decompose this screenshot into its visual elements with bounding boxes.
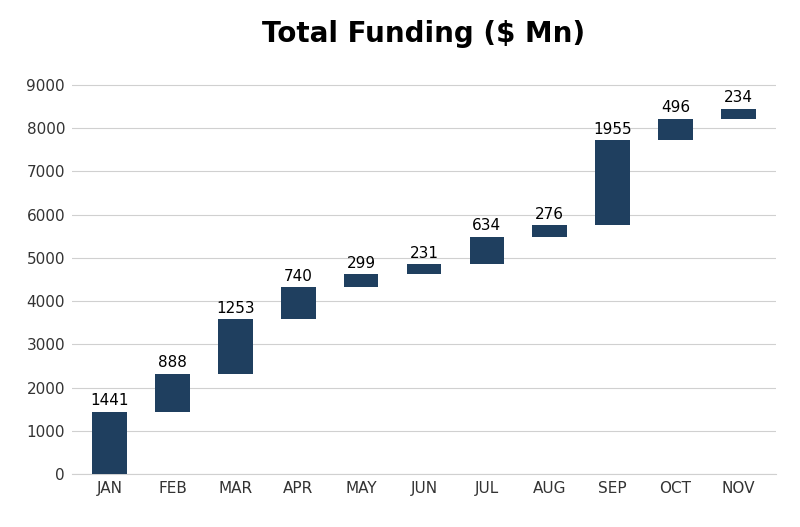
Text: 1441: 1441 (90, 394, 129, 408)
Text: 1955: 1955 (594, 122, 632, 137)
Bar (533, 225, 567, 237)
Bar (93, 412, 127, 474)
Text: 276: 276 (535, 207, 564, 221)
Bar (155, 374, 190, 412)
Text: 299: 299 (346, 256, 376, 271)
Text: 234: 234 (724, 90, 753, 105)
Bar (218, 319, 253, 374)
Bar (470, 237, 504, 265)
Bar (344, 275, 378, 287)
Text: 634: 634 (472, 219, 502, 233)
Bar (721, 109, 755, 119)
Text: 496: 496 (661, 101, 690, 115)
Bar (281, 287, 315, 319)
Bar (658, 119, 693, 140)
Text: 740: 740 (284, 269, 313, 284)
Text: 888: 888 (158, 355, 187, 370)
Title: Total Funding ($ Mn): Total Funding ($ Mn) (262, 21, 586, 48)
Text: 231: 231 (410, 246, 438, 261)
Text: 1253: 1253 (216, 301, 254, 316)
Bar (595, 140, 630, 225)
Bar (406, 265, 442, 275)
